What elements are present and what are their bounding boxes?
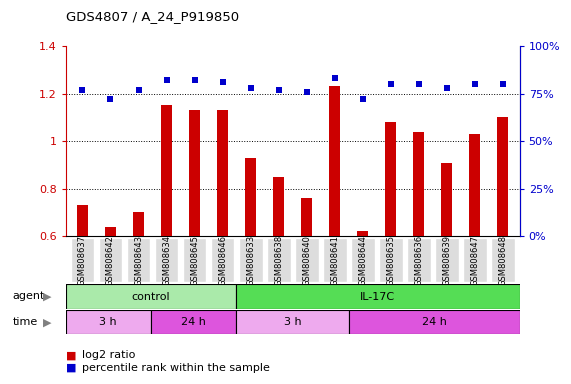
Point	[330, 75, 339, 81]
Bar	[357, 232, 368, 379]
FancyBboxPatch shape	[349, 310, 520, 334]
Point	[386, 81, 395, 87]
Text: GSM808642: GSM808642	[106, 235, 115, 286]
Point	[358, 96, 367, 103]
Text: ▶: ▶	[43, 317, 51, 327]
Text: GSM808636: GSM808636	[414, 235, 423, 286]
Bar	[273, 177, 284, 379]
Point	[414, 81, 423, 87]
Point	[190, 77, 199, 83]
Point	[134, 87, 143, 93]
FancyBboxPatch shape	[491, 238, 514, 282]
Text: GSM808637: GSM808637	[78, 235, 87, 286]
Text: control: control	[131, 291, 170, 302]
Bar	[133, 212, 144, 379]
FancyBboxPatch shape	[236, 284, 520, 309]
Text: ■: ■	[66, 363, 76, 373]
Point	[470, 81, 479, 87]
Text: GSM808641: GSM808641	[330, 235, 339, 286]
Text: 3 h: 3 h	[99, 317, 117, 327]
Text: GSM808647: GSM808647	[471, 235, 479, 286]
Text: ■: ■	[66, 350, 76, 360]
FancyBboxPatch shape	[295, 238, 319, 282]
FancyBboxPatch shape	[66, 284, 236, 309]
FancyBboxPatch shape	[239, 238, 263, 282]
Bar	[469, 134, 480, 379]
Text: log2 ratio: log2 ratio	[82, 350, 135, 360]
FancyBboxPatch shape	[323, 238, 347, 282]
Text: percentile rank within the sample: percentile rank within the sample	[82, 363, 270, 373]
FancyBboxPatch shape	[127, 238, 150, 282]
FancyBboxPatch shape	[211, 238, 235, 282]
FancyBboxPatch shape	[71, 238, 94, 282]
Text: GSM808635: GSM808635	[386, 235, 395, 286]
Bar	[497, 118, 508, 379]
Text: GSM808640: GSM808640	[302, 235, 311, 286]
Bar	[329, 86, 340, 379]
FancyBboxPatch shape	[267, 238, 291, 282]
Text: GSM808644: GSM808644	[358, 235, 367, 286]
Bar	[245, 158, 256, 379]
Point	[218, 79, 227, 85]
FancyBboxPatch shape	[66, 284, 520, 309]
Text: GSM808633: GSM808633	[246, 235, 255, 286]
Bar	[217, 110, 228, 379]
FancyBboxPatch shape	[151, 310, 236, 334]
Text: GSM808639: GSM808639	[443, 235, 451, 286]
FancyBboxPatch shape	[379, 238, 403, 282]
Bar	[413, 132, 424, 379]
Bar	[105, 227, 116, 379]
Text: GSM808646: GSM808646	[218, 235, 227, 286]
Point	[106, 96, 115, 103]
Text: ▶: ▶	[43, 291, 51, 301]
Text: 24 h: 24 h	[422, 317, 447, 327]
Text: IL-17C: IL-17C	[360, 291, 395, 302]
Text: GSM808648: GSM808648	[498, 235, 507, 286]
Point	[162, 77, 171, 83]
Bar	[77, 205, 88, 379]
FancyBboxPatch shape	[183, 238, 207, 282]
Text: 24 h: 24 h	[181, 317, 206, 327]
Point	[274, 87, 283, 93]
Point	[78, 87, 87, 93]
Text: 3 h: 3 h	[284, 317, 301, 327]
Bar	[385, 122, 396, 379]
Text: time: time	[13, 317, 38, 327]
FancyBboxPatch shape	[66, 310, 151, 334]
FancyBboxPatch shape	[236, 310, 349, 334]
Bar	[301, 198, 312, 379]
FancyBboxPatch shape	[435, 238, 459, 282]
FancyBboxPatch shape	[155, 238, 179, 282]
Text: GDS4807 / A_24_P919850: GDS4807 / A_24_P919850	[66, 10, 239, 23]
Bar	[441, 162, 452, 379]
FancyBboxPatch shape	[99, 238, 122, 282]
FancyBboxPatch shape	[351, 238, 375, 282]
Point	[302, 89, 311, 95]
Text: GSM808645: GSM808645	[190, 235, 199, 286]
Bar	[189, 110, 200, 379]
Point	[442, 85, 451, 91]
FancyBboxPatch shape	[463, 238, 486, 282]
FancyBboxPatch shape	[66, 310, 520, 334]
Text: GSM808638: GSM808638	[274, 235, 283, 286]
Bar	[161, 106, 172, 379]
Text: agent: agent	[13, 291, 45, 301]
Text: GSM808643: GSM808643	[134, 235, 143, 286]
FancyBboxPatch shape	[407, 238, 431, 282]
Point	[498, 81, 508, 87]
Point	[246, 85, 255, 91]
Text: GSM808634: GSM808634	[162, 235, 171, 286]
